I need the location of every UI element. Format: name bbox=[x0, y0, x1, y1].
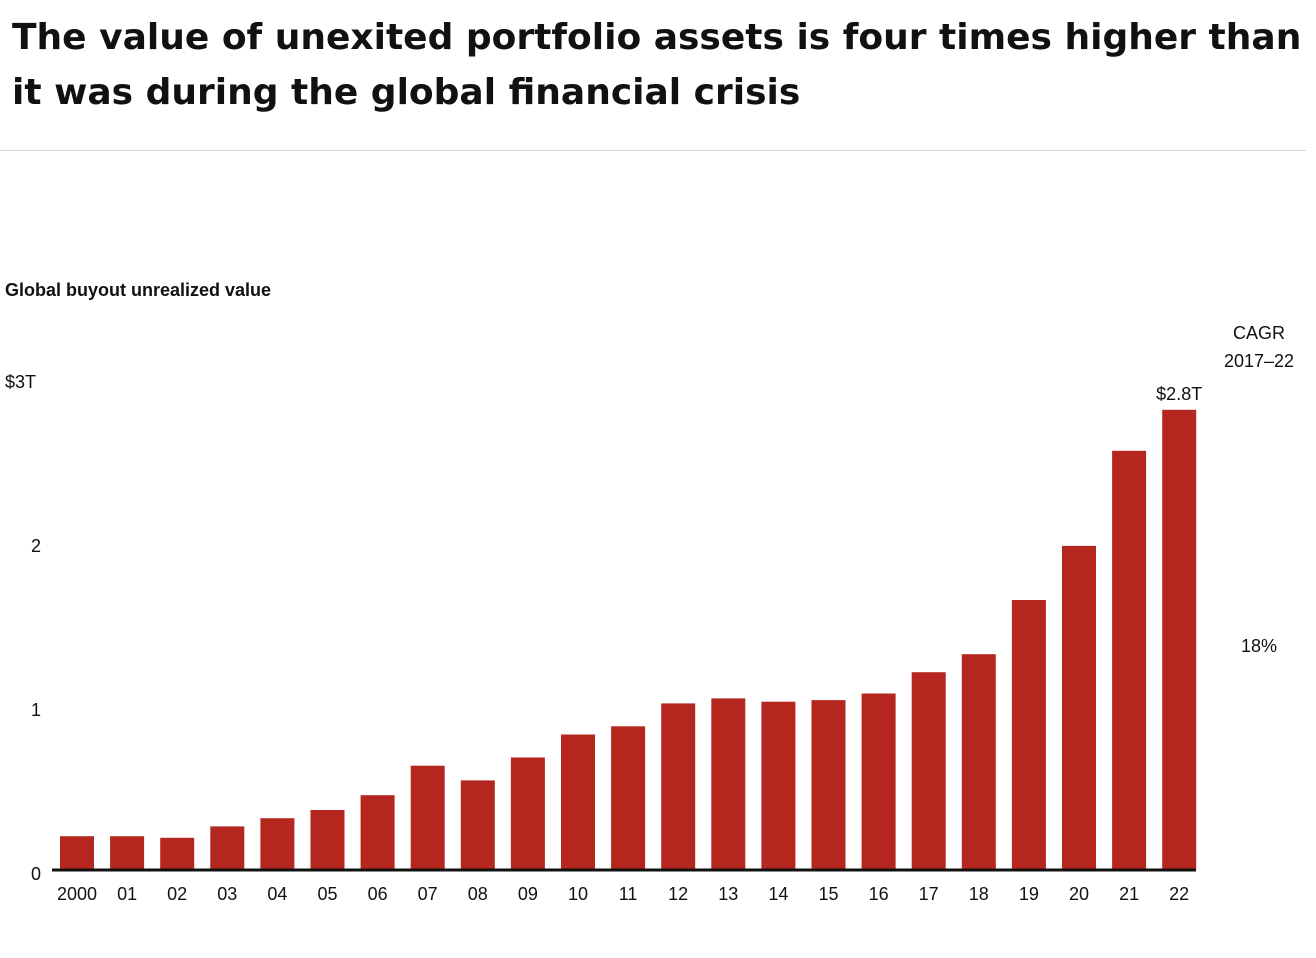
cagr-value: 18% bbox=[1241, 636, 1277, 656]
bar-10 bbox=[561, 734, 595, 869]
x-tick-08: 08 bbox=[468, 884, 488, 904]
x-tick-11: 11 bbox=[619, 884, 638, 904]
x-tick-03: 03 bbox=[217, 884, 237, 904]
bar-04 bbox=[260, 818, 295, 869]
x-tick-05: 05 bbox=[317, 884, 337, 904]
bar-15 bbox=[811, 700, 846, 869]
bars-group bbox=[60, 409, 1197, 869]
x-tick-20: 20 bbox=[1069, 884, 1089, 904]
bar-21 bbox=[1112, 450, 1147, 869]
x-tick-09: 09 bbox=[518, 884, 538, 904]
bar-12 bbox=[661, 703, 696, 869]
x-tick-04: 04 bbox=[267, 884, 287, 904]
bar-20 bbox=[1062, 545, 1096, 869]
y-tick-0: 0 bbox=[31, 864, 41, 884]
bar-13 bbox=[711, 698, 746, 869]
x-tick-17: 17 bbox=[919, 884, 939, 904]
bar-18 bbox=[961, 654, 996, 869]
bar-19 bbox=[1011, 600, 1046, 869]
x-tick-01: 01 bbox=[117, 884, 137, 904]
last-bar-value-label: $2.8T bbox=[1156, 384, 1202, 404]
y-tick-1: 1 bbox=[31, 700, 41, 720]
bar-06 bbox=[360, 795, 395, 869]
x-tick-15: 15 bbox=[818, 884, 838, 904]
bar-09 bbox=[510, 757, 545, 869]
x-tick-16: 16 bbox=[869, 884, 889, 904]
headline: The value of unexited portfolio assets i… bbox=[12, 17, 1302, 113]
x-tick-labels: 2000 01 02 03 04 05 06 07 08 09 10 11 12 13 14 15 16 17 18… bbox=[57, 884, 1189, 904]
bar-22 bbox=[1162, 409, 1197, 869]
cagr-header-line2: 2017–22 bbox=[1224, 351, 1294, 371]
bar-14 bbox=[761, 701, 796, 869]
bar-17 bbox=[911, 672, 946, 869]
x-tick-14: 14 bbox=[768, 884, 788, 904]
x-tick-22: 22 bbox=[1169, 884, 1189, 904]
x-tick-13: 13 bbox=[718, 884, 738, 904]
bar-11 bbox=[611, 726, 646, 869]
bar-2000 bbox=[60, 836, 94, 869]
bar-02 bbox=[160, 837, 195, 869]
bar-01 bbox=[110, 836, 145, 869]
x-tick-12: 12 bbox=[668, 884, 688, 904]
x-tick-19: 19 bbox=[1019, 884, 1039, 904]
y-tick-labels: 0 1 2 $3T bbox=[5, 372, 41, 884]
y-tick-2: 2 bbox=[31, 536, 41, 556]
x-tick-02: 02 bbox=[167, 884, 187, 904]
x-tick-06: 06 bbox=[368, 884, 388, 904]
bar-07 bbox=[410, 765, 445, 869]
x-tick-21: 21 bbox=[1119, 884, 1139, 904]
divider bbox=[0, 150, 1306, 151]
x-tick-10: 10 bbox=[568, 884, 588, 904]
bar-08 bbox=[460, 780, 495, 869]
x-tick-18: 18 bbox=[969, 884, 989, 904]
cagr-header-line1: CAGR bbox=[1233, 323, 1285, 343]
y-tick-3: $3T bbox=[5, 372, 36, 392]
x-tick-2000: 2000 bbox=[57, 884, 97, 904]
x-tick-07: 07 bbox=[418, 884, 438, 904]
bar-05 bbox=[310, 810, 345, 869]
bar-03 bbox=[210, 826, 245, 869]
bar-16 bbox=[861, 693, 896, 869]
chart-title: Global buyout unrealized value bbox=[5, 280, 272, 300]
